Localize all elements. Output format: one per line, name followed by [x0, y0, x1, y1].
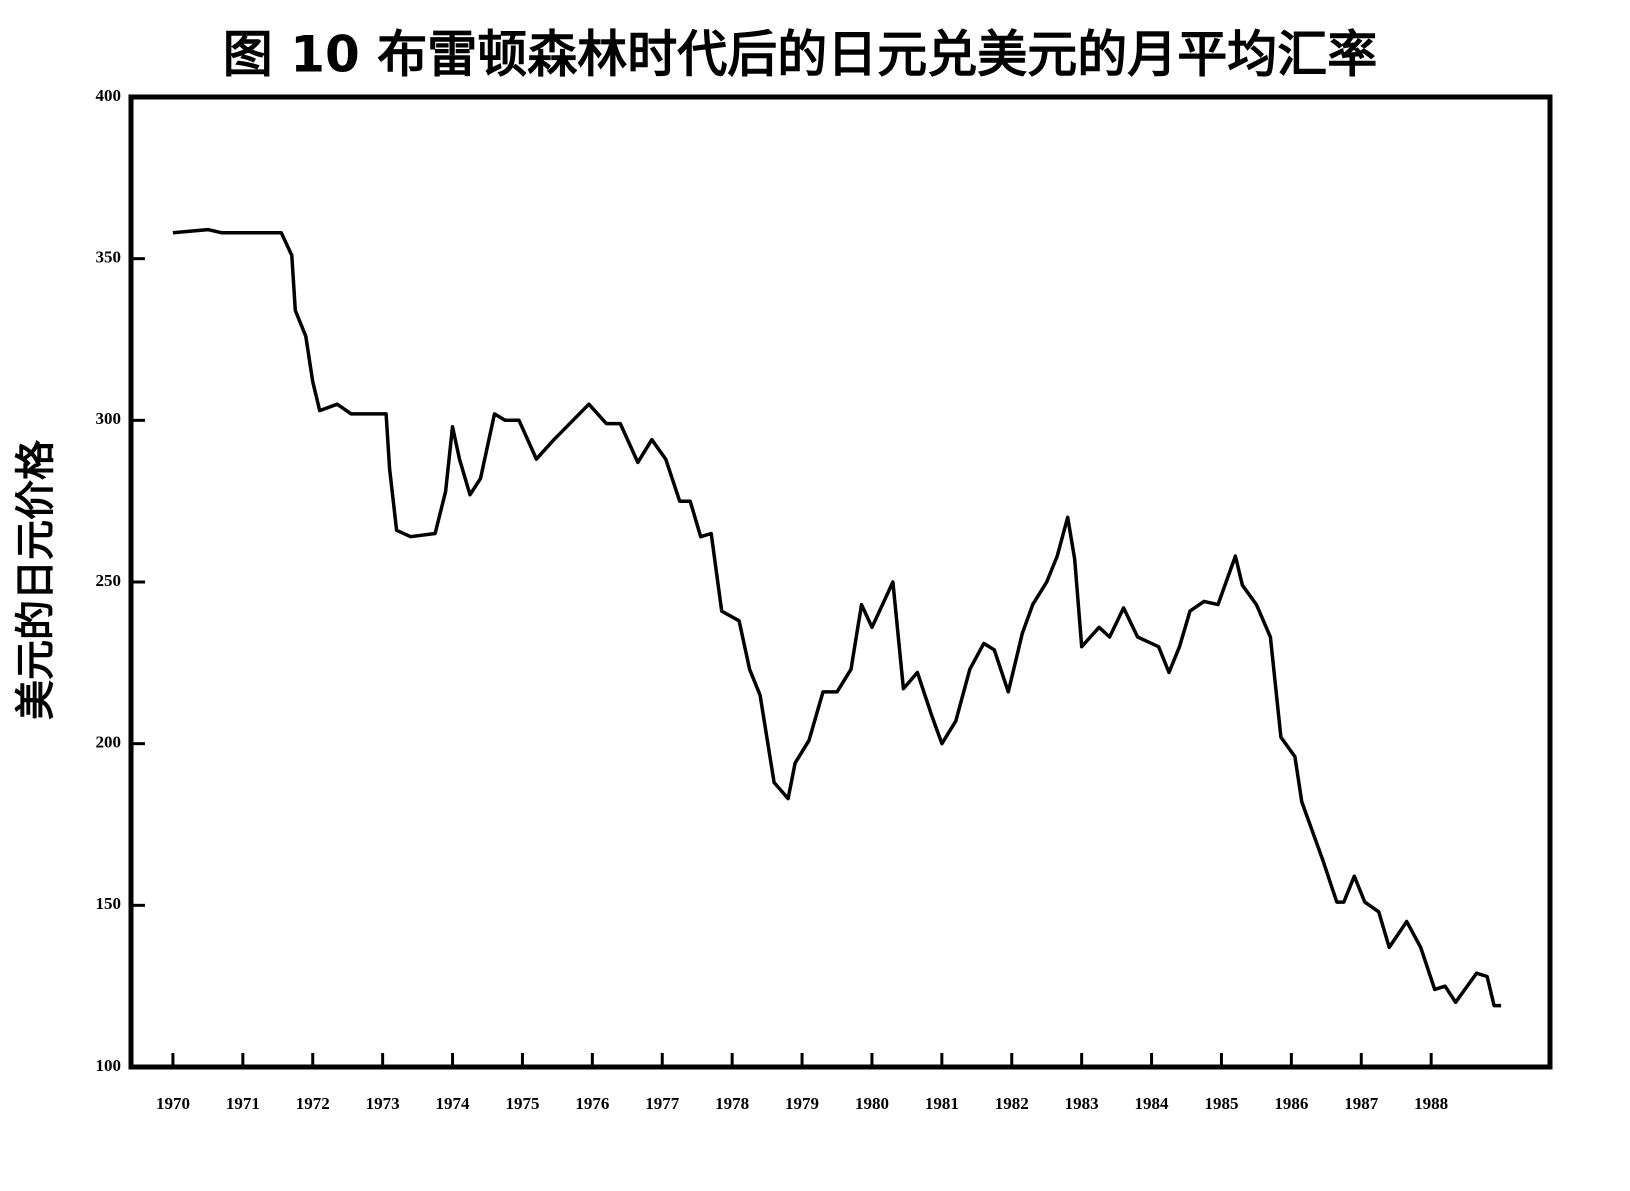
plot-frame — [128, 94, 1553, 1070]
x-tick-label: 1978 — [715, 1094, 749, 1113]
x-tick-label: 1980 — [855, 1094, 889, 1113]
y-axis-label: 美元的日元价格 — [13, 439, 59, 720]
x-tick-label: 1977 — [645, 1094, 680, 1113]
y-tick-label: 350 — [96, 248, 122, 267]
x-tick-label: 1971 — [226, 1094, 260, 1113]
y-tick-label: 300 — [96, 409, 122, 428]
x-tick-label: 1972 — [296, 1094, 330, 1113]
x-tick-label: 1974 — [436, 1094, 471, 1113]
y-tick-label: 150 — [96, 894, 122, 913]
y-tick-label: 100 — [96, 1056, 122, 1075]
chart-title: 图 10 布雷顿森林时代后的日元兑美元的月平均汇率 — [223, 26, 1377, 84]
x-tick-label: 1986 — [1274, 1094, 1308, 1113]
y-tick-label: 400 — [96, 86, 122, 105]
data-line — [172, 227, 1502, 1008]
x-tick-label: 1979 — [785, 1094, 819, 1113]
y-tick-label: 200 — [96, 733, 122, 752]
x-tick-label: 1973 — [366, 1094, 400, 1113]
x-tick-label: 1982 — [995, 1094, 1029, 1113]
x-tick-label: 1983 — [1065, 1094, 1099, 1113]
x-tick-label: 1976 — [575, 1094, 609, 1113]
x-tick-label: 1988 — [1414, 1094, 1448, 1113]
x-tick-label: 1984 — [1135, 1094, 1170, 1113]
x-tick-label: 1985 — [1204, 1094, 1238, 1113]
y-tick-label: 250 — [96, 571, 122, 590]
x-tick-label: 1981 — [925, 1094, 959, 1113]
x-tick-label: 1987 — [1344, 1094, 1379, 1113]
x-tick-label: 1975 — [505, 1094, 539, 1113]
x-tick-label: 1970 — [156, 1094, 190, 1113]
